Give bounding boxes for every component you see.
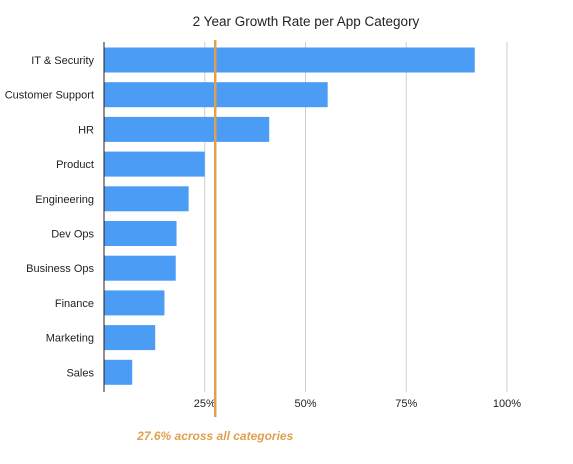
chart-title: 2 Year Growth Rate per App Category bbox=[193, 14, 420, 29]
category-label-3: Product bbox=[56, 159, 94, 171]
category-label-4: Engineering bbox=[35, 194, 94, 206]
reference-line-label: 27.6% across all categories bbox=[136, 429, 293, 443]
category-label-8: Marketing bbox=[46, 333, 94, 345]
bar-5 bbox=[104, 221, 177, 246]
category-label-6: Business Ops bbox=[26, 263, 94, 275]
bar-4 bbox=[104, 186, 189, 212]
bar-7 bbox=[104, 290, 165, 316]
category-label-1: Customer Support bbox=[5, 90, 94, 102]
bar-6 bbox=[104, 255, 176, 281]
bar-0 bbox=[104, 47, 475, 73]
bars bbox=[104, 47, 475, 385]
category-label-5: Dev Ops bbox=[51, 229, 94, 241]
bar-9 bbox=[104, 359, 133, 385]
bar-2 bbox=[104, 116, 270, 142]
x-tick-label-0: 25% bbox=[194, 398, 216, 410]
x-tick-label-3: 100% bbox=[493, 398, 521, 410]
bar-8 bbox=[104, 325, 156, 351]
category-label-9: Sales bbox=[66, 367, 94, 379]
bar-3 bbox=[104, 151, 205, 177]
x-tick-labels: 25% 50% 75% 100% bbox=[194, 398, 522, 410]
category-labels: IT & Security Customer Support HR Product En… bbox=[5, 55, 95, 379]
category-label-7: Finance bbox=[55, 298, 94, 310]
x-tick-label-1: 50% bbox=[294, 398, 316, 410]
x-tick-label-2: 75% bbox=[395, 398, 417, 410]
category-label-2: HR bbox=[78, 124, 94, 136]
category-label-0: IT & Security bbox=[31, 55, 94, 67]
